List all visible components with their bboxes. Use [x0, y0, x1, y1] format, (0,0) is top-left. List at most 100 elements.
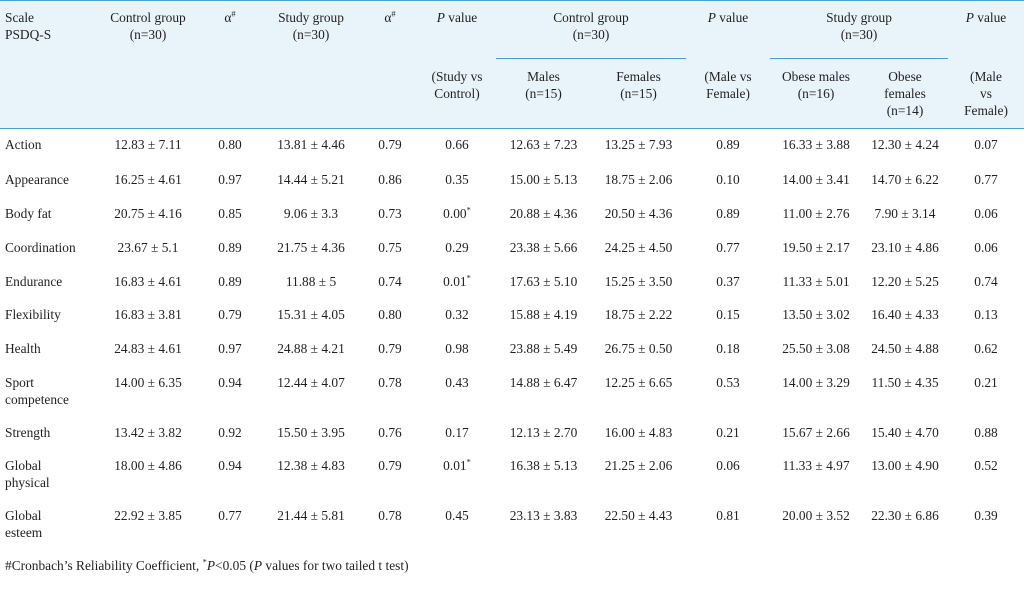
header-control-group-2: Control group (n=30): [553, 10, 629, 42]
control-group-subrule: [496, 58, 686, 59]
row-1-f: 18.75 ± 2.06: [604, 172, 673, 187]
row-6-p1: 0.98: [445, 341, 469, 356]
row-7-of: 11.50 ± 4.35: [871, 375, 939, 390]
row-2-p3: 0.06: [974, 206, 998, 221]
row-4-a1: 0.89: [218, 274, 242, 289]
row-3-sg: 21.75 ± 4.36: [277, 240, 345, 255]
row-8-scale: Strength: [5, 425, 51, 440]
row-7-cg: 14.00 ± 6.35: [114, 375, 182, 390]
row-3-f: 24.25 ± 4.50: [604, 240, 673, 255]
row-4-a2: 0.74: [378, 274, 402, 289]
row-1-m: 15.00 ± 5.13: [509, 172, 578, 187]
row-2-p1: 0.00*: [443, 204, 471, 221]
header-alpha-1: α#: [224, 8, 236, 25]
row-5-scale: Flexibility: [5, 307, 61, 322]
row-6-m: 23.88 ± 5.49: [509, 341, 578, 356]
row-3-cg: 23.67 ± 5.1: [117, 240, 179, 255]
row-10-f: 22.50 ± 4.43: [604, 508, 673, 523]
row-7-a1: 0.94: [218, 375, 242, 390]
row-8-p1: 0.17: [445, 425, 469, 440]
row-5-a2: 0.80: [378, 307, 402, 322]
row-6-a1: 0.97: [218, 341, 242, 356]
row-9-p1: 0.01*: [443, 456, 471, 473]
row-9-scale: Global physical: [5, 458, 50, 490]
row-4-cg: 16.83 ± 4.61: [114, 274, 182, 289]
header-p-value-3: P value: [965, 10, 1007, 25]
row-10-om: 20.00 ± 3.52: [782, 508, 850, 523]
row-1-p2: 0.10: [716, 172, 740, 187]
row-6-f: 26.75 ± 0.50: [604, 341, 673, 356]
row-3-scale: Coordination: [5, 240, 76, 255]
row-3-p1: 0.29: [445, 240, 469, 255]
table-header: [0, 0, 1024, 129]
row-8-sg: 15.50 ± 3.95: [277, 425, 345, 440]
row-10-p3: 0.39: [974, 508, 998, 523]
row-9-of: 13.00 ± 4.90: [871, 458, 939, 473]
row-2-sg: 9.06 ± 3.3: [283, 206, 339, 221]
row-9-p3: 0.52: [974, 458, 998, 473]
row-3-m: 23.38 ± 5.66: [509, 240, 578, 255]
row-6-p3: 0.62: [974, 341, 998, 356]
row-3-p2: 0.77: [716, 240, 740, 255]
row-10-of: 22.30 ± 6.86: [871, 508, 939, 523]
row-6-sg: 24.88 ± 4.21: [277, 341, 345, 356]
row-5-p3: 0.13: [974, 307, 998, 322]
row-3-of: 23.10 ± 4.86: [871, 240, 939, 255]
header-obese-females: Obese females (n=14): [884, 69, 926, 118]
row-7-m: 14.88 ± 6.47: [509, 375, 578, 390]
row-0-f: 13.25 ± 7.93: [604, 137, 673, 152]
header-p3-sub: (Male vs Female): [964, 69, 1008, 118]
header-males: Males (n=15): [525, 69, 562, 101]
row-8-a1: 0.92: [218, 425, 242, 440]
study-group-subrule: [770, 58, 948, 59]
row-9-m: 16.38 ± 5.13: [509, 458, 578, 473]
row-8-p2: 0.21: [716, 425, 740, 440]
row-4-sg: 11.88 ± 5: [285, 274, 337, 289]
row-5-a1: 0.79: [218, 307, 242, 322]
row-10-p2: 0.81: [716, 508, 740, 523]
row-1-a2: 0.86: [378, 172, 402, 187]
row-7-om: 14.00 ± 3.29: [782, 375, 850, 390]
row-0-sg: 13.81 ± 4.46: [277, 137, 345, 152]
row-7-a2: 0.78: [378, 375, 402, 390]
header-p2-sub: (Male vs Female): [704, 69, 752, 101]
row-7-sg: 12.44 ± 4.07: [277, 375, 345, 390]
row-8-p3: 0.88: [974, 425, 998, 440]
row-1-om: 14.00 ± 3.41: [782, 172, 850, 187]
row-10-scale: Global esteem: [5, 508, 43, 540]
row-0-om: 16.33 ± 3.88: [782, 137, 850, 152]
row-8-a2: 0.76: [378, 425, 402, 440]
row-2-f: 20.50 ± 4.36: [604, 206, 673, 221]
header-obese-males: Obese males (n=16): [781, 69, 851, 101]
row-0-scale: Action: [5, 137, 42, 152]
row-10-p1: 0.45: [445, 508, 469, 523]
row-6-p2: 0.18: [716, 341, 740, 356]
row-5-sg: 15.31 ± 4.05: [277, 307, 345, 322]
header-p-value-1: P value: [436, 10, 478, 25]
row-7-p2: 0.53: [716, 375, 740, 390]
row-5-of: 16.40 ± 4.33: [871, 307, 939, 322]
row-4-f: 15.25 ± 3.50: [604, 274, 673, 289]
row-0-cg: 12.83 ± 7.11: [114, 137, 182, 152]
row-10-a1: 0.77: [218, 508, 242, 523]
row-8-om: 15.67 ± 2.66: [782, 425, 850, 440]
header-study-group: Study group (n=30): [278, 10, 344, 42]
row-5-f: 18.75 ± 2.22: [604, 307, 673, 322]
row-1-a1: 0.97: [218, 172, 242, 187]
header-p1-sub: (Study vs Control): [431, 69, 483, 101]
row-9-cg: 18.00 ± 4.86: [114, 458, 182, 473]
row-4-p1: 0.01*: [443, 272, 471, 289]
row-10-sg: 21.44 ± 5.81: [277, 508, 345, 523]
row-5-cg: 16.83 ± 3.81: [114, 307, 182, 322]
row-6-om: 25.50 ± 3.08: [782, 341, 850, 356]
row-1-scale: Appearance: [5, 172, 69, 187]
header-control-group: Control group (n=30): [110, 10, 186, 42]
row-8-f: 16.00 ± 4.83: [604, 425, 673, 440]
row-0-m: 12.63 ± 7.23: [509, 137, 578, 152]
row-3-p3: 0.06: [974, 240, 998, 255]
row-0-a2: 0.79: [378, 137, 402, 152]
row-1-cg: 16.25 ± 4.61: [114, 172, 182, 187]
row-0-p1: 0.66: [445, 137, 469, 152]
row-4-p3: 0.74: [974, 274, 998, 289]
row-7-f: 12.25 ± 6.65: [604, 375, 673, 390]
